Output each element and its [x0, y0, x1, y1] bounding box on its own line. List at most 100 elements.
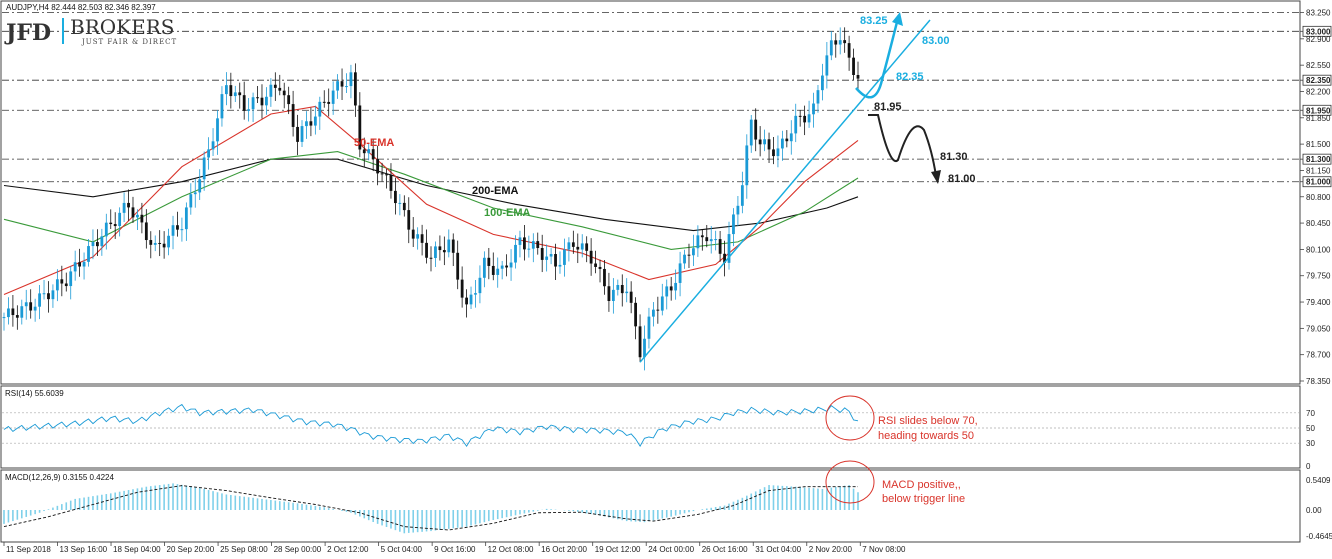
rsi-panel-frame [0, 385, 1301, 469]
candle-body [300, 126, 304, 142]
candle-body [287, 95, 291, 105]
candle-body [211, 141, 215, 150]
candle-body [358, 105, 362, 150]
ema50-line [3, 105, 859, 296]
candle-body [456, 252, 460, 280]
candle-body [291, 104, 295, 127]
candle-body [469, 294, 473, 305]
candle-body [144, 222, 148, 241]
candle-body [647, 316, 651, 339]
price-tick-label: 81.300 [1306, 155, 1331, 164]
price-tick-label: 79.750 [1306, 272, 1331, 281]
macd-annotation-line1: MACD positive,, [882, 479, 961, 491]
candle-body [216, 118, 219, 142]
price-tick-label: 82.900 [1306, 35, 1331, 44]
candle-body [273, 84, 277, 88]
candle-body [665, 286, 669, 297]
candle-body [305, 121, 308, 127]
candle-body [745, 145, 749, 186]
candle-body [518, 237, 522, 245]
price-tick-label: 81.000 [1306, 178, 1331, 187]
candle-body [732, 214, 735, 235]
time-tick-label: 11 Sep 2018 [6, 545, 51, 554]
candle-body [345, 86, 348, 88]
candle-body [238, 92, 242, 96]
candle-body [838, 40, 842, 45]
candle-body [33, 306, 37, 311]
price-tick-highlight [1302, 153, 1332, 165]
candle-body [607, 286, 611, 301]
rsi-annotation-line2: heading towards 50 [878, 430, 974, 442]
candle-body [594, 263, 597, 267]
candle-body [700, 235, 704, 238]
bullish-projection-arrow [855, 17, 900, 99]
candle-body [411, 229, 415, 239]
candle-body [523, 237, 526, 250]
candle-body [505, 265, 509, 268]
candle-body [202, 157, 206, 180]
candle-body [669, 286, 673, 291]
candle-body [247, 109, 251, 111]
time-tick-label: 24 Oct 00:00 [648, 545, 694, 554]
candle-body [807, 114, 811, 123]
price-tick-label: 82.350 [1306, 76, 1331, 85]
projection-arrows [855, 12, 941, 184]
price-tick-label: 81.850 [1306, 114, 1331, 123]
candle-body [714, 239, 718, 241]
price-tick-highlight [1302, 74, 1332, 86]
candle-body [153, 242, 157, 245]
candle-body [478, 277, 482, 294]
candle-body [416, 234, 420, 239]
candle-body [278, 87, 282, 91]
candle-body [313, 116, 317, 126]
candle-body [122, 202, 126, 213]
price-tick-label: 82.200 [1306, 87, 1331, 96]
candles [2, 27, 860, 371]
candle-body [251, 97, 255, 110]
horizontal-levels [2, 12, 1299, 183]
candle-body [772, 149, 775, 157]
candle-body [514, 244, 517, 263]
candle-body [282, 90, 286, 96]
candle-body [318, 101, 322, 117]
candle-body [24, 302, 28, 307]
time-tick-label: 31 Oct 04:00 [755, 545, 801, 554]
candle-body [763, 139, 766, 145]
candle-body [651, 309, 655, 317]
candle-body [451, 239, 455, 253]
candle-body [269, 84, 273, 97]
macd-panel-frame [0, 469, 1301, 543]
candle-body [367, 149, 371, 154]
logo-brokers: BROKERS [70, 15, 174, 39]
time-tick-label: 5 Oct 04:00 [381, 545, 423, 554]
ema200-line [3, 158, 859, 232]
candle-body [509, 262, 513, 268]
candle-body [474, 293, 477, 295]
candle-body [776, 148, 780, 157]
time-tick-label: 25 Sep 08:00 [220, 545, 268, 554]
ema50-label: 50-EMA [354, 137, 394, 149]
macd-signal-line [3, 485, 858, 531]
candle-body [140, 214, 144, 223]
candle-body [812, 103, 815, 115]
price-tick-label: 79.050 [1306, 324, 1331, 333]
candle-body [843, 40, 847, 44]
candle-body [256, 97, 259, 99]
label-81-00: 81.00 [948, 173, 976, 185]
candle-body [856, 74, 860, 79]
candle-body [482, 257, 486, 278]
candle-body [353, 72, 357, 106]
candle-body [109, 222, 113, 225]
candle-body [549, 254, 553, 257]
label-83-25: 83.25 [860, 15, 888, 27]
candle-body [545, 256, 549, 260]
price-tick-label: 78.350 [1306, 377, 1331, 386]
candle-body [460, 279, 464, 298]
candle-body [15, 315, 19, 318]
candle-body [127, 202, 130, 208]
candle-body [224, 85, 228, 95]
price-tick-label: 79.400 [1306, 298, 1331, 307]
candle-body [554, 254, 557, 267]
candle-body [625, 291, 629, 294]
candle-body [60, 279, 64, 284]
